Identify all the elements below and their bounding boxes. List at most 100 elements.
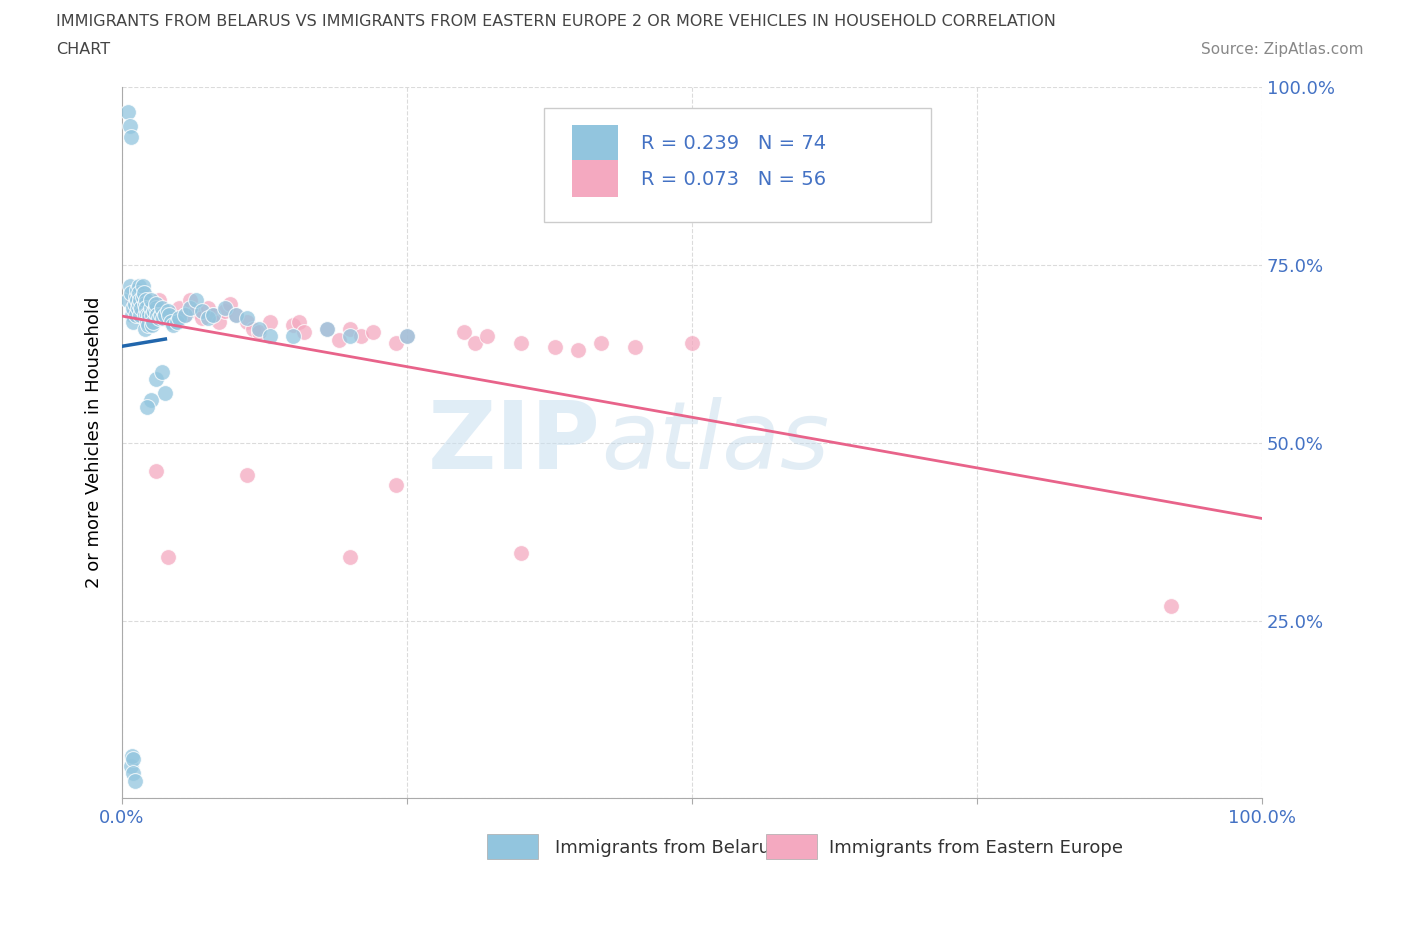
Point xyxy=(160,314,183,329)
Point xyxy=(173,307,195,322)
Point xyxy=(589,336,612,351)
Point xyxy=(150,365,173,379)
Point xyxy=(125,283,148,298)
Point xyxy=(148,293,170,308)
Point xyxy=(197,311,219,325)
Point xyxy=(143,304,166,319)
Point xyxy=(117,293,139,308)
Point xyxy=(384,336,406,351)
Point xyxy=(143,297,166,312)
Point xyxy=(214,300,236,315)
FancyBboxPatch shape xyxy=(766,834,817,858)
Point xyxy=(141,307,163,322)
Point xyxy=(136,307,159,322)
Point xyxy=(191,304,214,319)
Point xyxy=(120,129,142,144)
Point xyxy=(134,322,156,337)
Point xyxy=(150,300,173,315)
FancyBboxPatch shape xyxy=(572,160,617,197)
Point xyxy=(145,300,167,315)
Point xyxy=(510,546,533,561)
Point xyxy=(236,467,259,482)
Point xyxy=(128,300,150,315)
Point xyxy=(475,328,498,343)
Point xyxy=(157,307,180,322)
Point xyxy=(128,286,150,300)
Point xyxy=(120,759,142,774)
Point xyxy=(145,300,167,315)
Point xyxy=(339,328,361,343)
Point xyxy=(132,286,155,300)
Point xyxy=(125,307,148,322)
Point xyxy=(225,307,247,322)
Point xyxy=(259,328,281,343)
Point xyxy=(1160,599,1182,614)
Point xyxy=(173,307,195,322)
Point xyxy=(122,766,145,781)
Point xyxy=(464,336,486,351)
Point xyxy=(328,332,350,347)
Point xyxy=(453,325,475,339)
Point xyxy=(128,279,150,294)
Point xyxy=(281,328,304,343)
Text: ZIP: ZIP xyxy=(427,397,600,489)
Text: Immigrants from Belarus: Immigrants from Belarus xyxy=(555,839,779,857)
Point xyxy=(162,318,184,333)
Point xyxy=(395,328,418,343)
Y-axis label: 2 or more Vehicles in Household: 2 or more Vehicles in Household xyxy=(86,297,103,589)
Point xyxy=(202,307,225,322)
Point xyxy=(128,297,150,312)
Point xyxy=(145,371,167,386)
Point xyxy=(191,311,214,325)
Point xyxy=(567,343,589,358)
Point xyxy=(136,304,159,319)
Point xyxy=(139,392,162,407)
Point xyxy=(125,293,148,308)
Point xyxy=(136,318,159,333)
Point xyxy=(259,314,281,329)
Point xyxy=(156,549,179,564)
Text: Source: ZipAtlas.com: Source: ZipAtlas.com xyxy=(1201,42,1364,57)
Point xyxy=(139,307,162,322)
Point xyxy=(186,304,208,319)
Point xyxy=(134,293,156,308)
Point xyxy=(146,307,169,322)
FancyBboxPatch shape xyxy=(572,125,617,162)
FancyBboxPatch shape xyxy=(486,834,538,858)
Point xyxy=(167,311,190,325)
Point xyxy=(294,325,316,339)
Point xyxy=(681,336,703,351)
Point xyxy=(134,297,156,312)
Point xyxy=(155,386,177,401)
Text: R = 0.239   N = 74: R = 0.239 N = 74 xyxy=(641,135,825,153)
Point xyxy=(339,322,361,337)
Point xyxy=(510,336,533,351)
Point xyxy=(121,307,143,322)
Point xyxy=(124,297,146,312)
Point xyxy=(214,304,236,319)
Text: Immigrants from Eastern Europe: Immigrants from Eastern Europe xyxy=(828,839,1123,857)
Point xyxy=(167,300,190,315)
Point xyxy=(120,286,142,300)
Text: IMMIGRANTS FROM BELARUS VS IMMIGRANTS FROM EASTERN EUROPE 2 OR MORE VEHICLES IN : IMMIGRANTS FROM BELARUS VS IMMIGRANTS FR… xyxy=(56,14,1056,29)
Point xyxy=(145,464,167,479)
Point xyxy=(131,286,153,300)
Point xyxy=(624,339,647,354)
Point xyxy=(219,297,242,312)
FancyBboxPatch shape xyxy=(544,109,931,222)
Point xyxy=(131,289,153,304)
Point xyxy=(125,307,148,322)
Point xyxy=(121,749,143,764)
Point xyxy=(350,328,373,343)
Point xyxy=(138,307,160,322)
Point xyxy=(136,400,159,415)
Point xyxy=(316,322,339,337)
Point xyxy=(127,300,149,315)
Point xyxy=(208,314,231,329)
Point xyxy=(316,322,339,337)
Point xyxy=(395,328,418,343)
Point xyxy=(122,314,145,329)
Point xyxy=(179,300,201,315)
Point xyxy=(242,322,264,337)
Point xyxy=(139,300,162,315)
